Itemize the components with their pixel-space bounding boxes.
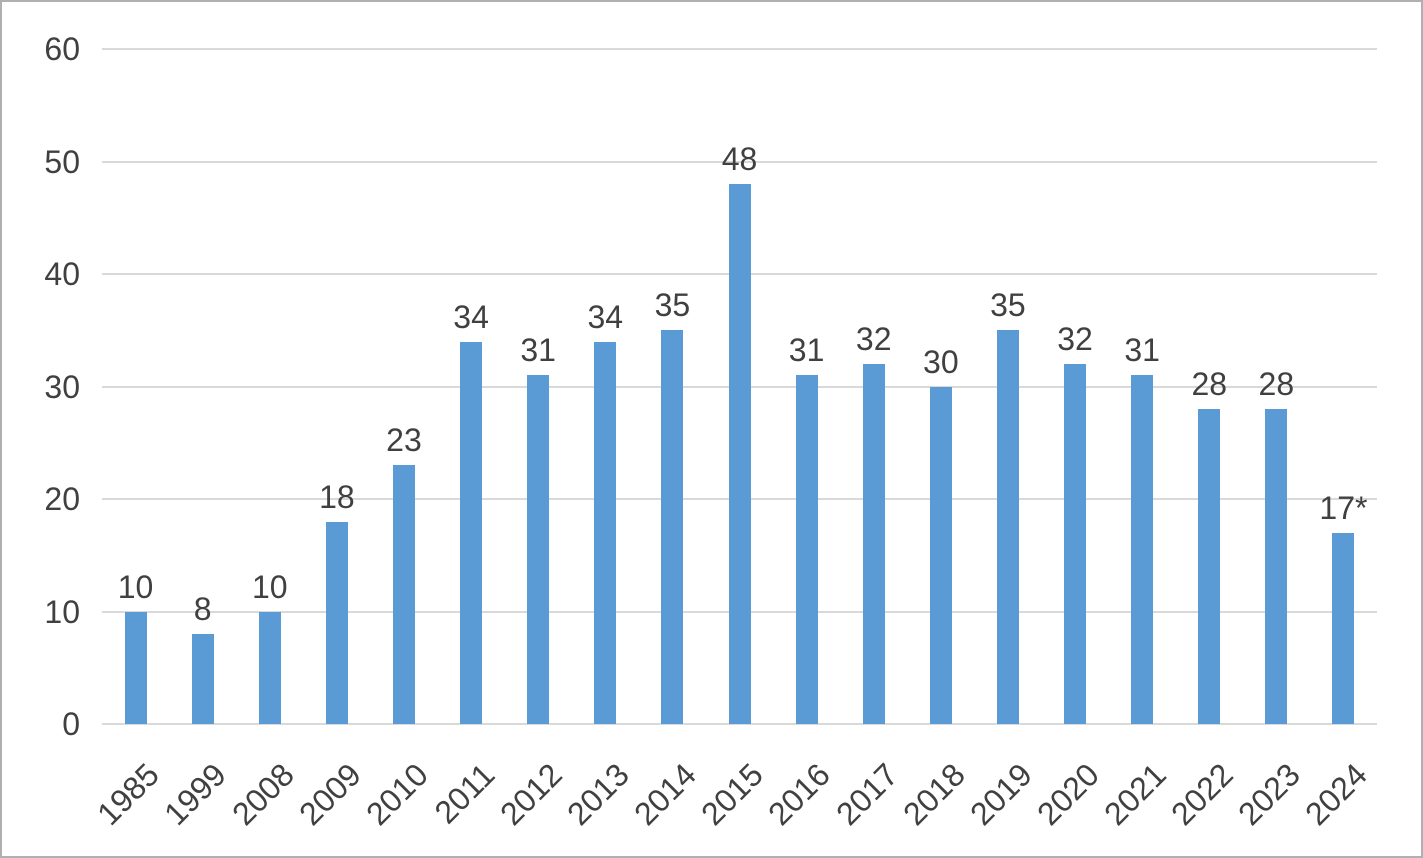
- gridline-y-60: [102, 48, 1377, 50]
- value-label-2013: 34: [587, 298, 624, 335]
- value-label-2012: 31: [520, 332, 556, 369]
- x-tick-label-2019: 2019: [962, 756, 1039, 833]
- x-tick-label-2008: 2008: [224, 756, 301, 833]
- value-label-2019: 35: [990, 287, 1026, 324]
- bar-2014: [661, 330, 684, 724]
- value-label-2010: 23: [386, 422, 422, 459]
- x-tick-label-2021: 2021: [1097, 756, 1173, 833]
- x-tick-label-2009: 2009: [291, 756, 368, 833]
- x-tick-label-2010: 2010: [358, 756, 435, 833]
- y-tick-label-50: 50: [44, 143, 80, 180]
- x-tick-label-2018: 2018: [895, 756, 972, 833]
- bar-2019: [996, 330, 1019, 724]
- x-tick-label-2011: 2011: [427, 756, 502, 831]
- value-label-2009: 18: [319, 478, 355, 515]
- x-tick-label-2014: 2014: [627, 756, 704, 833]
- x-tick-label-2024: 2024: [1298, 756, 1375, 833]
- bar-2010: [392, 465, 415, 724]
- bar-2015: [728, 184, 751, 724]
- x-tick-label-2013: 2013: [560, 756, 637, 833]
- bar-2009: [325, 521, 348, 724]
- bar-1999: [191, 634, 214, 724]
- bar-2020: [1064, 364, 1087, 724]
- gridline-y-0: [102, 723, 1377, 725]
- value-label-2021: 31: [1124, 332, 1160, 369]
- value-label-2008: 10: [251, 568, 288, 605]
- bar-2012: [527, 375, 550, 724]
- bar-1985: [124, 611, 147, 724]
- bar-2018: [929, 386, 952, 724]
- x-tick-label-1999: 1999: [157, 756, 234, 833]
- x-tick-label-2022: 2022: [1164, 756, 1240, 833]
- y-tick-label-0: 0: [62, 706, 80, 742]
- value-label-1985: 10: [117, 568, 154, 605]
- bar-2024: [1332, 532, 1355, 724]
- value-label-1999: 8: [193, 591, 212, 627]
- value-label-2022: 28: [1191, 366, 1228, 402]
- bar-2013: [594, 341, 617, 724]
- value-label-2017: 32: [855, 321, 892, 357]
- bar-2011: [460, 341, 483, 724]
- y-tick-label-10: 10: [44, 593, 80, 630]
- value-label-2016: 31: [788, 332, 825, 369]
- x-tick-label-2020: 2020: [1029, 756, 1106, 833]
- y-tick-label-40: 40: [44, 256, 80, 292]
- bar-2023: [1265, 409, 1288, 724]
- value-label-2014: 35: [654, 287, 691, 324]
- y-tick-label-60: 60: [44, 31, 80, 67]
- value-label-2024: 17*: [1319, 489, 1368, 526]
- value-label-2023: 28: [1258, 366, 1295, 402]
- x-tick-label-2012: 2012: [493, 756, 569, 833]
- y-tick-label-30: 30: [44, 368, 80, 405]
- x-tick-label-2016: 2016: [761, 756, 838, 833]
- bar-2017: [862, 364, 885, 724]
- bar-2022: [1198, 409, 1221, 724]
- x-tick-label-1985: 1985: [90, 756, 167, 833]
- bar-2016: [795, 375, 818, 724]
- bar-2008: [258, 611, 281, 724]
- gridline-y-50: [102, 160, 1377, 163]
- x-tick-label-2023: 2023: [1231, 756, 1308, 833]
- value-label-2020: 32: [1057, 321, 1093, 357]
- x-tick-label-2017: 2017: [828, 756, 905, 833]
- bar-2021: [1131, 375, 1154, 724]
- y-tick-label-20: 20: [44, 481, 80, 517]
- value-label-2015: 48: [721, 141, 758, 177]
- value-label-2018: 30: [923, 343, 959, 380]
- value-label-2011: 34: [453, 298, 489, 335]
- x-tick-label-2015: 2015: [694, 756, 771, 833]
